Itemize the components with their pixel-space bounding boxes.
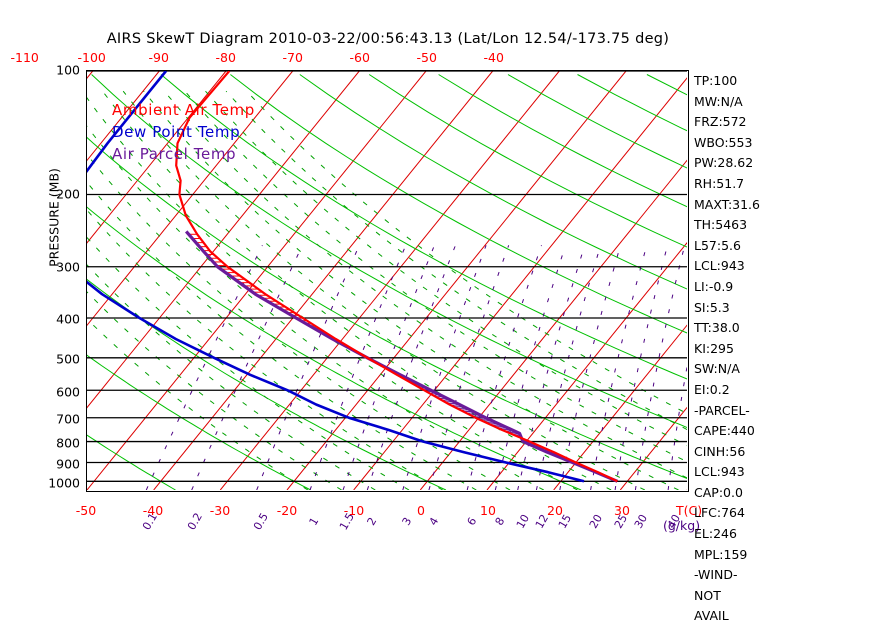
sounding-index: TT:38.0 <box>694 320 740 336</box>
sounding-index: MAXT:31.6 <box>694 196 760 212</box>
pressure-axis: 100 200 300 400 500 600 700 800 900 1000 <box>0 63 80 492</box>
pressure-tick: 600 <box>56 384 80 400</box>
top-temperature-tick: -70 <box>282 50 303 65</box>
top-temperature-tick: -110 <box>10 50 39 65</box>
sounding-index: -PARCEL- <box>694 402 750 418</box>
top-temperature-axis: -120-110-100-90-80-70-60-50-40 <box>0 50 870 68</box>
sounding-index: AVAIL <box>694 608 729 624</box>
top-temperature-tick: -100 <box>77 50 106 65</box>
bottom-temperature-tick: 20 <box>547 503 563 518</box>
sounding-index: CAP:0.0 <box>694 484 743 500</box>
bottom-temperature-tick: -20 <box>276 503 298 518</box>
pressure-tick: 200 <box>56 186 80 202</box>
sounding-index: CINH:56 <box>694 443 746 459</box>
sounding-index: NOT <box>694 587 721 603</box>
legend-ambient-air-temp: Ambient Air Temp <box>112 101 255 119</box>
pressure-tick: 400 <box>56 311 80 327</box>
bottom-temperature-tick: 30 <box>614 503 630 518</box>
mixing-ratio-tick: 6 <box>464 515 480 528</box>
sounding-index: SI:5.3 <box>694 299 730 315</box>
bottom-temperature-tick: -50 <box>75 503 97 518</box>
sounding-index: PW:28.62 <box>694 155 754 171</box>
sounding-index: EI:0.2 <box>694 381 730 397</box>
mixing-ratio-tick: 1 <box>306 515 322 528</box>
sounding-index: CAPE:440 <box>694 423 755 439</box>
sounding-index: SW:N/A <box>694 361 740 377</box>
bottom-temperature-tick: -40 <box>142 503 164 518</box>
top-temperature-tick: -90 <box>148 50 169 65</box>
pressure-tick: 800 <box>56 435 80 451</box>
legend-dew-point-temp: Dew Point Temp <box>112 123 241 141</box>
sounding-index: LI:-0.9 <box>694 278 734 294</box>
pressure-axis-label: PRESSURE (MB) <box>46 168 62 267</box>
mixing-ratio-tick: 12 <box>532 512 551 531</box>
pressure-tick: 300 <box>56 259 80 275</box>
mixing-ratio-tick: 20 <box>586 512 606 531</box>
sounding-index: WBO:553 <box>694 134 753 150</box>
bottom-temperature-axis: -50 -40 -30 -20 -10 0 10 20 30 <box>0 503 870 521</box>
sounding-indices-panel: TP:100 MW:N/A FRZ:572 WBO:553 PW:28.62 RH:51.… <box>694 71 814 627</box>
bottom-temperature-tick: 0 <box>417 503 425 518</box>
sounding-index: MPL:159 <box>694 546 748 562</box>
mixing-ratio-tick: 25 <box>611 512 630 531</box>
page-title: AIRS SkewT Diagram 2010-03-22/00:56:43.1… <box>106 31 670 47</box>
sounding-index: -WIND- <box>694 567 738 583</box>
sounding-index: LCL:943 <box>694 258 745 274</box>
sounding-index: L57:5.6 <box>694 237 741 253</box>
mixing-ratio-tick: 30 <box>632 512 651 531</box>
mixing-ratio-tick: 10 <box>513 512 532 531</box>
temperature-unit-label: T(C) <box>676 503 703 518</box>
top-temperature-tick: -60 <box>349 50 370 65</box>
mixing-ratio-unit-label: (g/kg) <box>663 518 701 533</box>
sounding-index: KI:295 <box>694 340 734 356</box>
top-temperature-tick: -80 <box>215 50 236 65</box>
sounding-index: TH:5463 <box>694 217 748 233</box>
mixing-ratio-tick: 15 <box>555 512 575 531</box>
sounding-index: LFC:764 <box>694 505 745 521</box>
sounding-index: MW:N/A <box>694 93 743 109</box>
mixing-ratio-tick: 4 <box>426 515 442 528</box>
sounding-index: TP:100 <box>694 73 738 88</box>
bottom-temperature-tick: 10 <box>480 503 496 518</box>
mixing-ratio-tick: 8 <box>492 515 508 528</box>
plot-area <box>86 70 689 492</box>
sounding-index: FRZ:572 <box>694 114 747 130</box>
skewt-diagram: AIRS SkewT Diagram 2010-03-22/00:56:43.1… <box>0 31 870 623</box>
skewt-canvas <box>87 71 687 490</box>
bottom-temperature-tick: -10 <box>343 503 365 518</box>
top-temperature-tick: -50 <box>416 50 437 65</box>
pressure-tick: 900 <box>56 456 80 472</box>
top-temperature-tick: -40 <box>483 50 504 65</box>
legend-air-parcel-temp: Air Parcel Temp <box>112 145 237 163</box>
pressure-tick: 100 <box>56 62 80 78</box>
mixing-ratio-tick: 2 <box>364 515 380 528</box>
pressure-tick: 500 <box>56 351 80 367</box>
pressure-tick: 1000 <box>48 475 80 491</box>
sounding-index: EL:246 <box>694 526 737 542</box>
mixing-ratio-tick: 3 <box>399 515 415 528</box>
sounding-index: LCL:943 <box>694 464 745 480</box>
pressure-tick: 700 <box>56 411 80 427</box>
bottom-temperature-tick: -30 <box>209 503 231 518</box>
sounding-index: RH:51.7 <box>694 175 745 191</box>
